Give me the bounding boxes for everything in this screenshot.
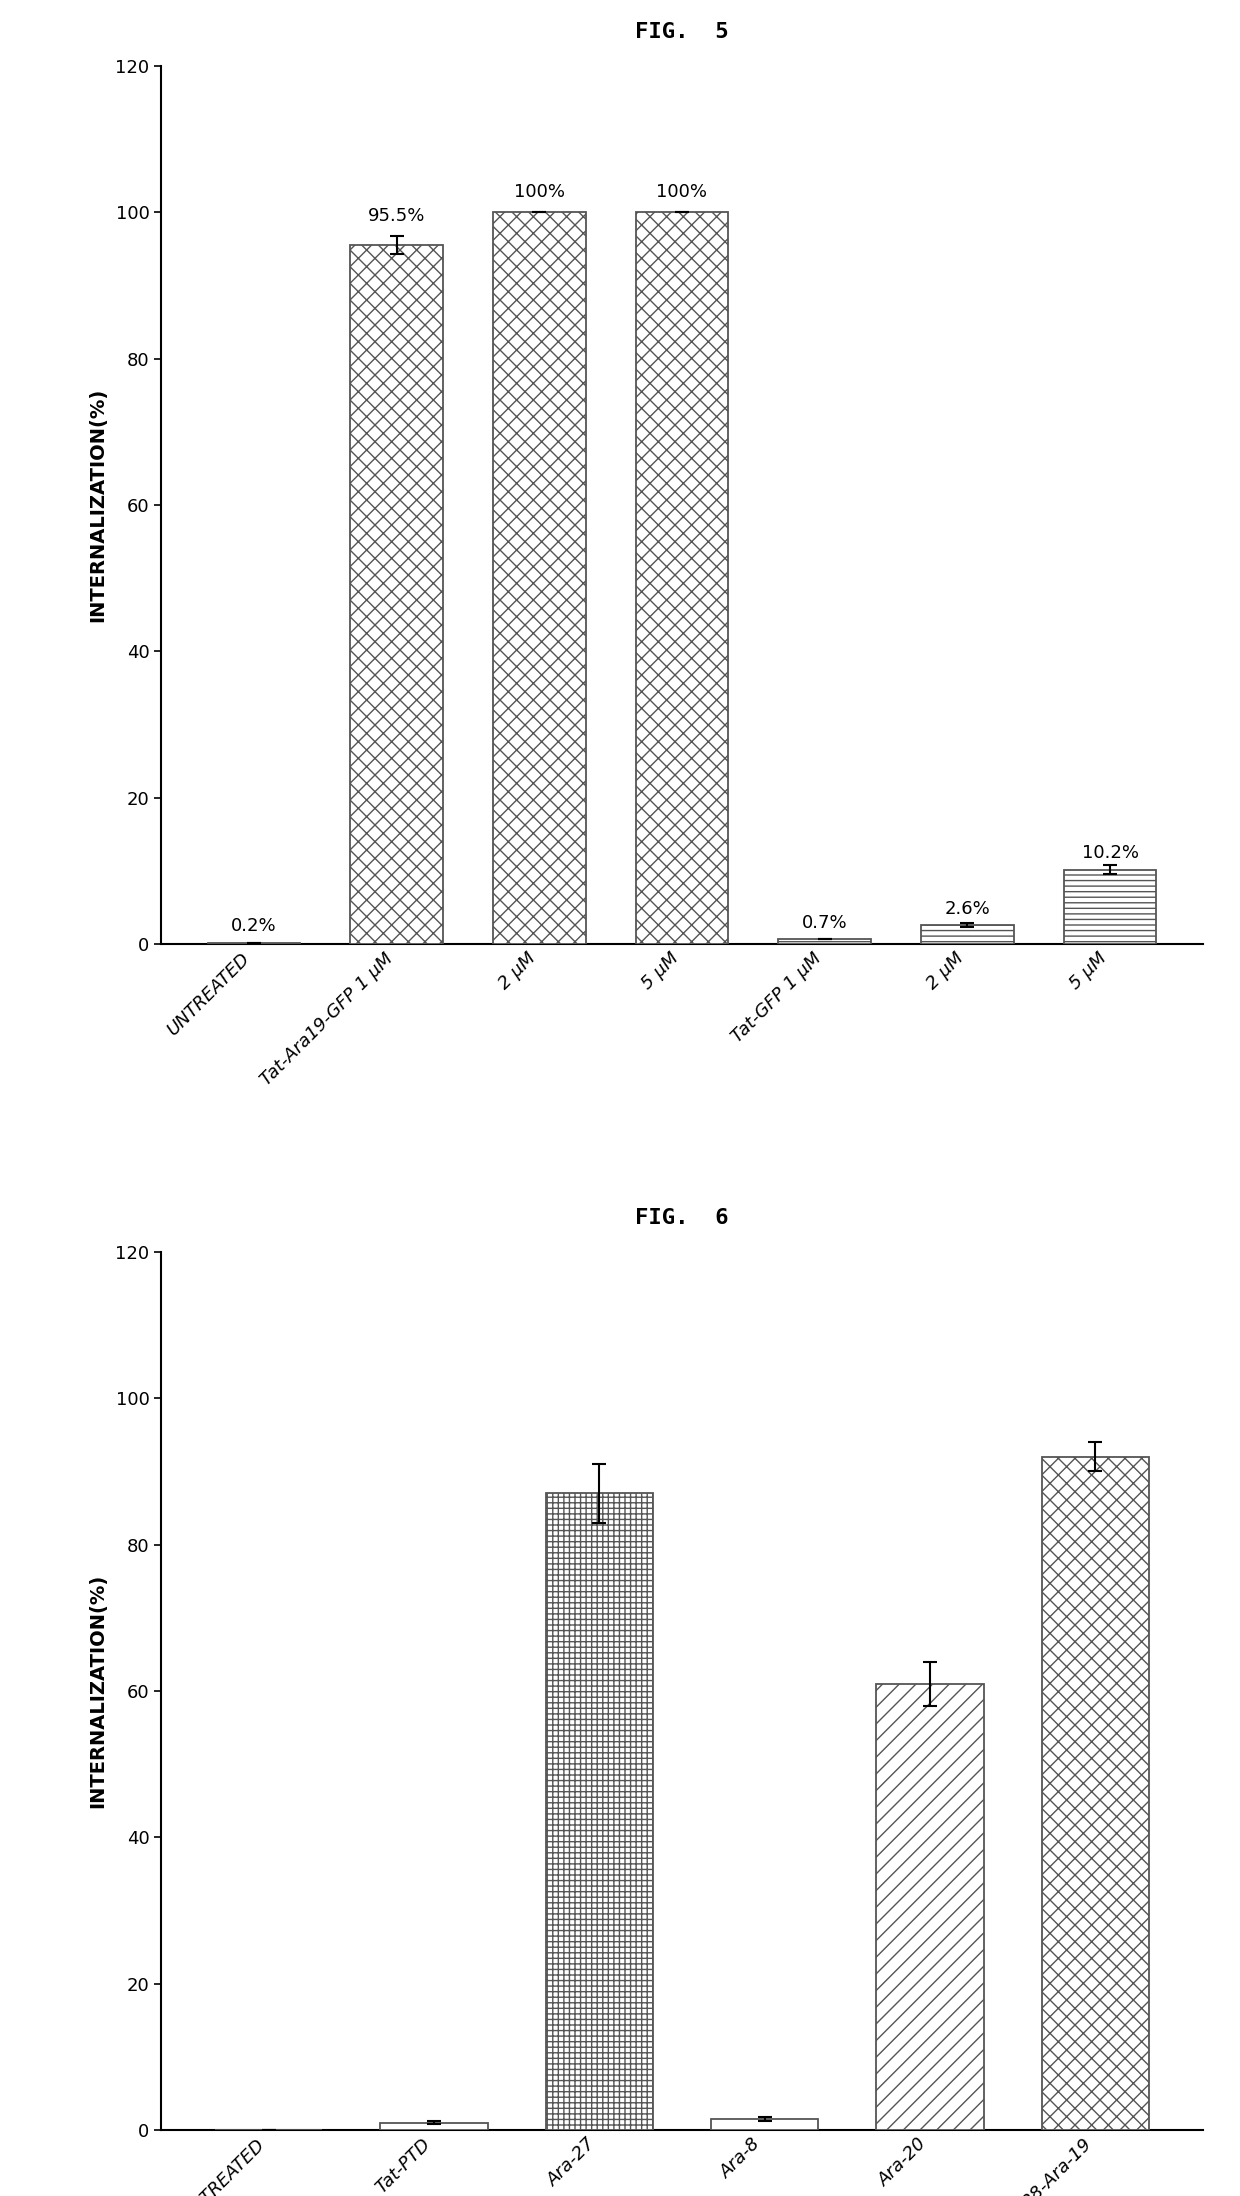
- Text: 0.7%: 0.7%: [802, 914, 847, 931]
- Text: 2.6%: 2.6%: [945, 900, 991, 918]
- Bar: [1064, 870, 1157, 944]
- Bar: [711, 2119, 818, 2130]
- Text: 100%: 100%: [656, 182, 708, 202]
- Bar: [1042, 1456, 1149, 2130]
- Bar: [381, 2124, 487, 2130]
- Bar: [921, 925, 1014, 944]
- Text: 95.5%: 95.5%: [368, 206, 425, 226]
- Text: 0.2%: 0.2%: [231, 918, 277, 935]
- Text: 10.2%: 10.2%: [1081, 843, 1138, 863]
- Text: 100%: 100%: [513, 182, 564, 202]
- Bar: [877, 1684, 983, 2130]
- Bar: [494, 213, 585, 944]
- Bar: [350, 246, 443, 944]
- Bar: [636, 213, 728, 944]
- Title: FIG.  5: FIG. 5: [635, 22, 729, 42]
- Y-axis label: INTERNALIZATION(%): INTERNALIZATION(%): [88, 389, 107, 621]
- Title: FIG.  6: FIG. 6: [635, 1208, 729, 1228]
- Bar: [779, 940, 870, 944]
- Bar: [546, 1493, 653, 2130]
- Y-axis label: INTERNALIZATION(%): INTERNALIZATION(%): [88, 1575, 107, 1807]
